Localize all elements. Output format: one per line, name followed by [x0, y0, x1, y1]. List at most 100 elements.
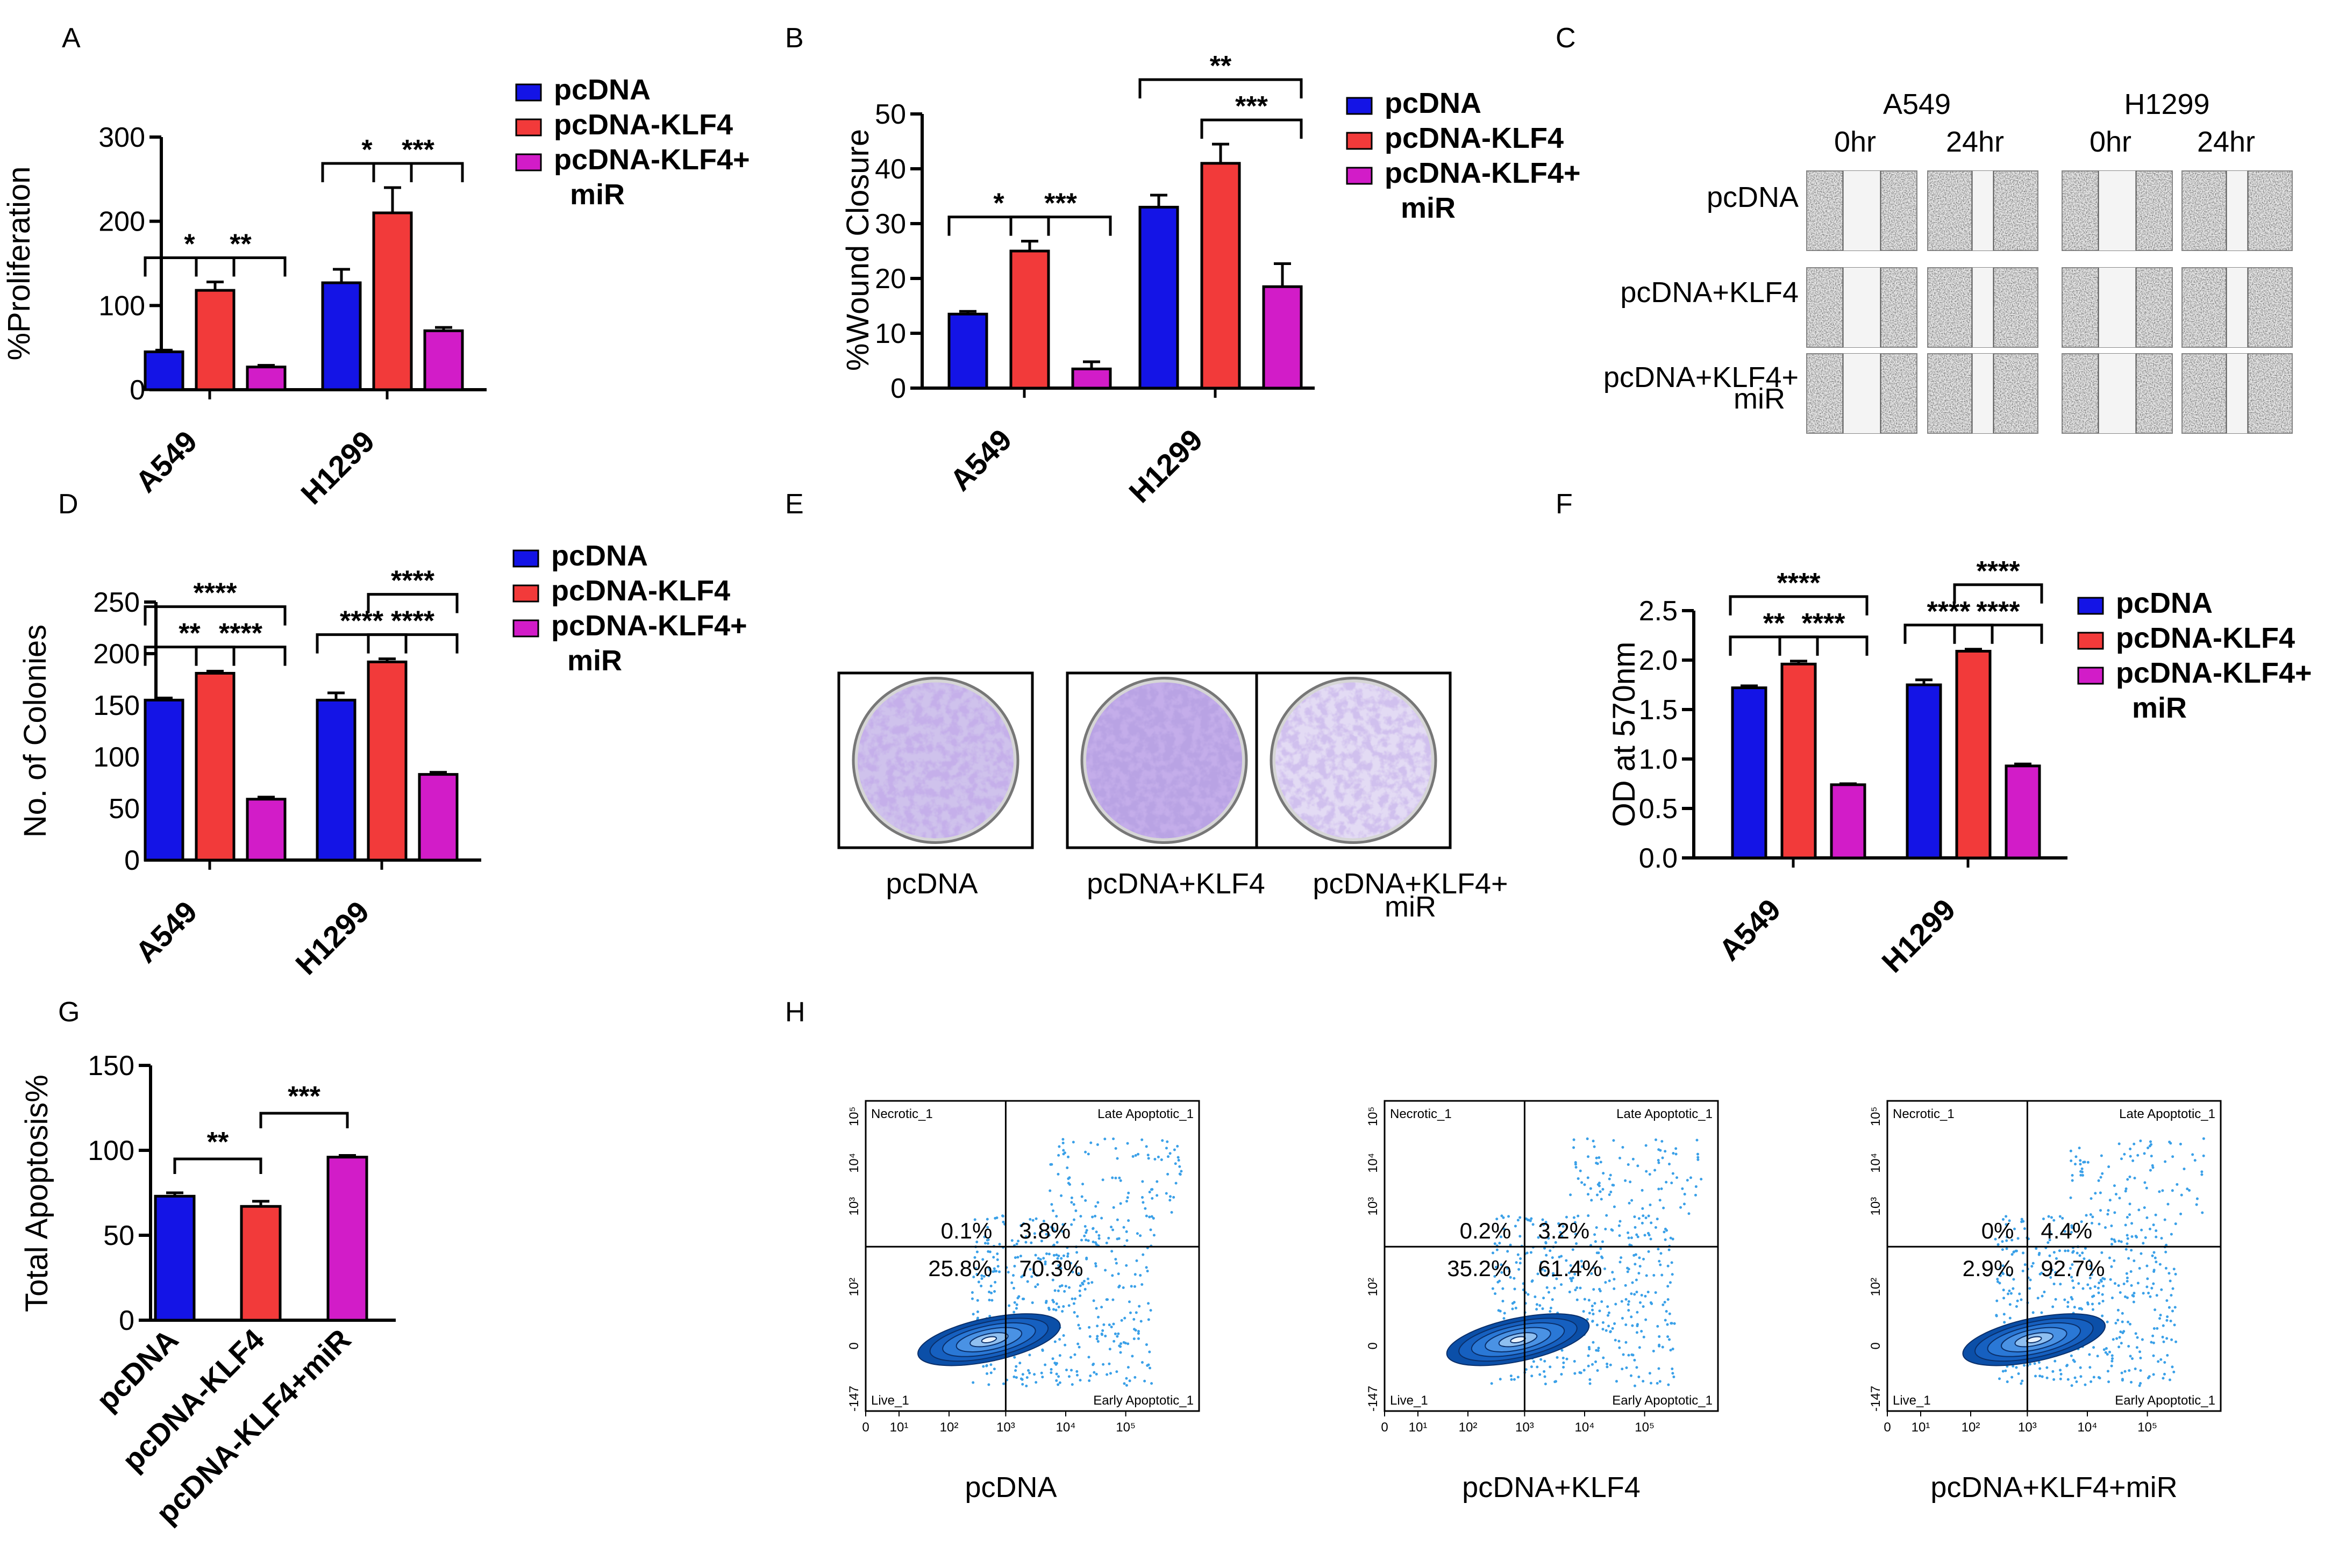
- event-dot: [1636, 1311, 1639, 1314]
- event-dot: [1606, 1365, 1609, 1369]
- event-dot: [2171, 1189, 2174, 1192]
- event-dot: [2088, 1366, 2092, 1369]
- event-dot: [1609, 1363, 1612, 1366]
- event-dot: [2148, 1144, 2151, 1148]
- event-dot: [1606, 1314, 1609, 1317]
- event-dot: [2152, 1327, 2156, 1330]
- event-dot: [1607, 1311, 1610, 1314]
- event-dot: [2072, 1358, 2075, 1362]
- event-dot: [1611, 1271, 1614, 1274]
- significance-label: **: [207, 1127, 229, 1158]
- y-tick-label: -147: [1869, 1386, 1883, 1412]
- event-dot: [2005, 1235, 2008, 1238]
- event-dot: [2152, 1223, 2155, 1227]
- wound-gap: [1972, 354, 1994, 433]
- event-dot: [1683, 1193, 1686, 1196]
- significance-bracket: [1778, 635, 1869, 656]
- event-dot: [2090, 1380, 2093, 1383]
- bar-pcdna-klf4: [1955, 649, 1992, 860]
- event-dot: [2127, 1345, 2130, 1348]
- event-dot: [1541, 1218, 1544, 1221]
- event-dot: [1659, 1263, 1662, 1266]
- y-tick-label: 0: [130, 375, 145, 406]
- event-dot: [2078, 1147, 2081, 1150]
- event-dot: [2079, 1170, 2083, 1173]
- event-dot: [2080, 1167, 2084, 1170]
- event-dot: [2152, 1251, 2156, 1254]
- event-dot: [2114, 1321, 2117, 1324]
- event-dot: [1606, 1305, 1609, 1308]
- event-dot: [2150, 1286, 2154, 1290]
- event-dot: [1700, 1178, 1703, 1181]
- event-dot: [2022, 1251, 2025, 1255]
- event-dot: [2071, 1251, 2074, 1254]
- panel-letter-h: H: [785, 997, 805, 1028]
- event-dot: [1029, 1218, 1032, 1221]
- event-dot: [2135, 1346, 2138, 1349]
- event-dot: [1543, 1375, 1546, 1378]
- event-dot: [2117, 1240, 2121, 1243]
- event-dot: [2042, 1217, 2045, 1220]
- event-dot: [2063, 1298, 2066, 1301]
- event-dot: [1664, 1238, 1667, 1241]
- event-dot: [2012, 1278, 2015, 1281]
- event-dot: [1624, 1341, 1628, 1344]
- y-tick-label: 50: [109, 793, 140, 825]
- legend-label: pcDNA-KLF4+: [1385, 157, 1581, 189]
- event-dot: [2021, 1379, 2024, 1383]
- wound-gap: [1843, 171, 1881, 250]
- event-dot: [2125, 1272, 2128, 1275]
- event-dot: [1561, 1225, 1565, 1228]
- event-dot: [1592, 1140, 1595, 1143]
- bar-pcdna-klf4+mir: [1830, 783, 1866, 860]
- event-dot: [2101, 1300, 2105, 1303]
- event-dot: [1087, 1152, 1090, 1156]
- event-dot: [1495, 1218, 1499, 1221]
- bar-pcdna-klf4+mir: [423, 329, 464, 391]
- event-dot: [2071, 1263, 2074, 1266]
- event-dot: [1630, 1292, 1633, 1295]
- event-dot: [1654, 1226, 1657, 1229]
- significance-label: ****: [219, 618, 263, 649]
- event-dot: [1549, 1310, 1552, 1313]
- event-dot: [1580, 1181, 1584, 1184]
- event-dot: [2126, 1280, 2129, 1283]
- event-dot: [2136, 1281, 2140, 1285]
- event-dot: [1617, 1224, 1621, 1227]
- event-dot: [2107, 1209, 2110, 1212]
- event-dot: [1530, 1280, 1534, 1283]
- event-dot: [2054, 1298, 2057, 1301]
- event-dot: [2113, 1211, 2116, 1214]
- event-dot: [1036, 1283, 1039, 1286]
- event-dot: [1996, 1243, 2000, 1246]
- event-dot: [1062, 1149, 1065, 1152]
- y-tick-label: 100: [93, 742, 140, 773]
- event-dot: [2123, 1295, 2127, 1298]
- event-dot: [1667, 1248, 1671, 1251]
- event-dot: [1012, 1287, 1015, 1290]
- quadrant-percent-live: 35.2%: [1447, 1256, 1511, 1281]
- event-dot: [2012, 1287, 2015, 1290]
- event-dot: [1057, 1375, 1060, 1378]
- event-dot: [1657, 1161, 1660, 1164]
- event-dot: [988, 1250, 992, 1254]
- event-dot: [2202, 1137, 2205, 1140]
- y-tick-label: 10: [875, 318, 906, 349]
- event-dot: [1580, 1259, 1583, 1263]
- event-dot: [988, 1299, 991, 1302]
- event-dot: [1015, 1365, 1018, 1368]
- event-dot: [993, 1367, 996, 1371]
- event-dot: [1104, 1269, 1107, 1272]
- event-dot: [2110, 1237, 2113, 1241]
- event-dot: [2123, 1370, 2127, 1373]
- event-dot: [1686, 1179, 1689, 1182]
- event-dot: [2077, 1282, 2080, 1285]
- event-dot: [1611, 1184, 1614, 1187]
- significance-bracket: [144, 256, 236, 277]
- event-dot: [2169, 1279, 2172, 1283]
- event-dot: [1670, 1182, 1673, 1185]
- event-dot: [1072, 1203, 1075, 1206]
- event-dot: [2128, 1213, 2131, 1216]
- event-dot: [1078, 1289, 1081, 1292]
